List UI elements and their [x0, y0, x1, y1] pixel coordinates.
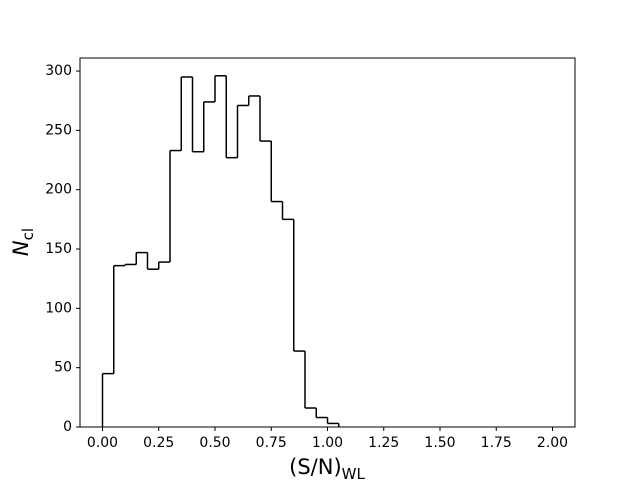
y-axis-label: Ncl: [9, 228, 37, 256]
x-tick-label: 1.75: [481, 435, 512, 451]
y-tick-label: 100: [45, 300, 72, 316]
x-tick-label: 0.00: [87, 435, 118, 451]
x-tick-label: 2.00: [537, 435, 568, 451]
x-axis-label-main: (S/N): [289, 455, 342, 479]
x-tick-label: 1.25: [368, 435, 399, 451]
y-tick-label: 200: [45, 182, 72, 198]
y-axis-label-sub: cl: [19, 228, 37, 240]
y-tick-label: 250: [45, 122, 72, 138]
x-axis-label: (S/N)WL: [289, 455, 365, 480]
y-tick-label: 150: [45, 241, 72, 257]
x-tick-label: 1.50: [424, 435, 455, 451]
y-axis-label-main: N: [9, 240, 33, 256]
x-tick-label: 0.75: [256, 435, 287, 451]
y-tick-label: 0: [63, 419, 72, 435]
y-tick-label: 300: [45, 63, 72, 79]
y-tick-label: 50: [54, 360, 72, 376]
plot-frame: [79, 57, 576, 428]
x-axis-label-sub: WL: [342, 465, 366, 480]
x-tick-label: 1.00: [312, 435, 343, 451]
x-tick-label: 0.50: [199, 435, 230, 451]
x-tick-label: 0.25: [143, 435, 174, 451]
